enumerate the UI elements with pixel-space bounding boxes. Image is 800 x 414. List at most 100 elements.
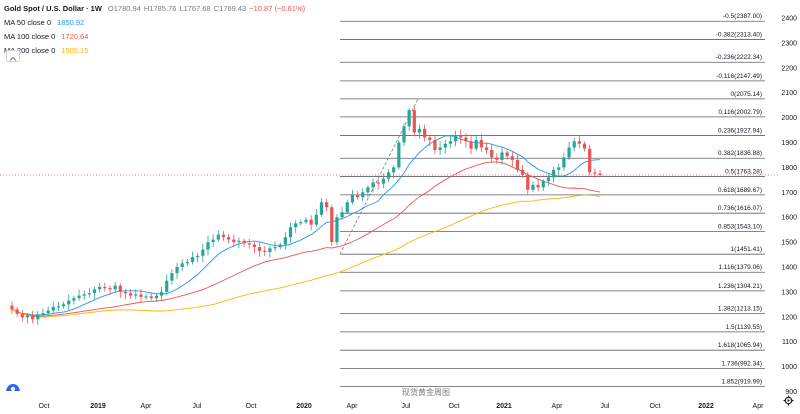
ma200-line[interactable]	[11, 194, 601, 318]
candle-body[interactable]	[598, 173, 602, 176]
candle-body[interactable]	[123, 291, 128, 294]
candle-body[interactable]	[278, 244, 282, 248]
candle-body[interactable]	[10, 305, 14, 310]
candle-body[interactable]	[232, 239, 236, 243]
candle-body[interactable]	[325, 202, 329, 208]
candle-body[interactable]	[190, 257, 195, 263]
candle-body[interactable]	[134, 294, 138, 296]
candle-body[interactable]	[92, 289, 97, 294]
candle-body[interactable]	[273, 247, 277, 249]
candle-body[interactable]	[20, 313, 24, 318]
candle-body[interactable]	[299, 222, 303, 224]
candle-body[interactable]	[376, 182, 380, 184]
candle-body[interactable]	[36, 314, 40, 320]
candle-body[interactable]	[175, 267, 179, 274]
candle-body[interactable]	[526, 174, 530, 190]
candle-body[interactable]	[433, 140, 437, 150]
tradingview-logo[interactable]	[5, 380, 21, 398]
candle-body[interactable]	[567, 147, 571, 158]
candle-body[interactable]	[77, 295, 81, 299]
candle-body[interactable]	[355, 194, 360, 198]
candle-body[interactable]	[206, 242, 210, 250]
candle-body[interactable]	[490, 149, 494, 158]
candle-body[interactable]	[56, 306, 61, 308]
candle-body[interactable]	[443, 143, 447, 148]
candle-body[interactable]	[113, 285, 117, 290]
candle-body[interactable]	[118, 285, 122, 292]
candle-body[interactable]	[154, 295, 159, 299]
candle-body[interactable]	[386, 172, 391, 179]
candle-body[interactable]	[185, 262, 189, 264]
candle-body[interactable]	[371, 182, 375, 188]
candle-body[interactable]	[149, 296, 153, 299]
candle-body[interactable]	[335, 217, 339, 243]
candle-body[interactable]	[46, 310, 50, 314]
trend-dashed-line[interactable]	[339, 98, 419, 255]
candle-body[interactable]	[31, 315, 35, 320]
candle-body[interactable]	[557, 167, 561, 170]
candle-body[interactable]	[423, 128, 427, 138]
legend-ma50-row[interactable]: MA 50 close 0 1850.92	[4, 16, 305, 30]
candle-body[interactable]	[479, 140, 483, 148]
candle-body[interactable]	[211, 239, 215, 243]
candle-body[interactable]	[366, 187, 370, 193]
legend-ma100-row[interactable]: MA 100 close 0 1720.64	[4, 30, 305, 44]
candle-body[interactable]	[531, 184, 535, 190]
candle-body[interactable]	[521, 169, 525, 175]
candle-body[interactable]	[330, 207, 334, 243]
candle-body[interactable]	[227, 237, 231, 240]
candle-body[interactable]	[257, 247, 262, 251]
candle-body[interactable]	[294, 223, 298, 228]
candle-body[interactable]	[247, 243, 251, 245]
candle-body[interactable]	[221, 234, 226, 238]
candle-body[interactable]	[51, 306, 55, 311]
candle-body[interactable]	[562, 157, 566, 168]
ma100-line[interactable]	[11, 161, 601, 317]
candle-body[interactable]	[263, 250, 267, 253]
candle-body[interactable]	[361, 192, 365, 198]
candle-body[interactable]	[319, 202, 324, 215]
candle-body[interactable]	[98, 286, 102, 290]
candle-body[interactable]	[541, 181, 545, 188]
candle-body[interactable]	[588, 148, 592, 173]
candle-body[interactable]	[500, 152, 504, 160]
candle-body[interactable]	[216, 234, 220, 240]
candle-body[interactable]	[577, 141, 581, 144]
candle-body[interactable]	[412, 110, 416, 133]
legend-collapse-button[interactable]	[6, 50, 20, 62]
candle-body[interactable]	[288, 227, 293, 238]
candle-body[interactable]	[196, 255, 200, 258]
candle-body[interactable]	[159, 291, 164, 296]
candle-body[interactable]	[242, 240, 246, 244]
candle-body[interactable]	[139, 294, 143, 297]
candle-body[interactable]	[428, 137, 432, 141]
candle-body[interactable]	[459, 135, 463, 138]
candle-body[interactable]	[407, 110, 411, 127]
candle-body[interactable]	[464, 137, 468, 142]
candle-body[interactable]	[67, 300, 71, 305]
candle-body[interactable]	[103, 286, 107, 289]
candle-body[interactable]	[15, 309, 19, 314]
candle-body[interactable]	[129, 293, 133, 296]
candle-body[interactable]	[453, 135, 458, 142]
candle-body[interactable]	[572, 141, 576, 148]
candle-body[interactable]	[340, 212, 344, 218]
candle-body[interactable]	[41, 313, 45, 315]
candle-body[interactable]	[237, 240, 241, 243]
candle-body[interactable]	[469, 141, 473, 149]
candle-body[interactable]	[180, 263, 184, 267]
candle-body[interactable]	[252, 244, 257, 248]
candle-body[interactable]	[495, 157, 499, 160]
candle-body[interactable]	[201, 249, 205, 256]
candle-body[interactable]	[536, 184, 540, 188]
candle-body[interactable]	[397, 142, 401, 168]
candle-body[interactable]	[165, 280, 169, 292]
candle-body[interactable]	[505, 152, 509, 157]
candle-body[interactable]	[448, 141, 453, 144]
candle-body[interactable]	[546, 177, 551, 182]
candle-body[interactable]	[268, 248, 272, 253]
candle-body[interactable]	[474, 140, 478, 149]
candle-body[interactable]	[314, 214, 318, 225]
candle-body[interactable]	[350, 194, 355, 203]
